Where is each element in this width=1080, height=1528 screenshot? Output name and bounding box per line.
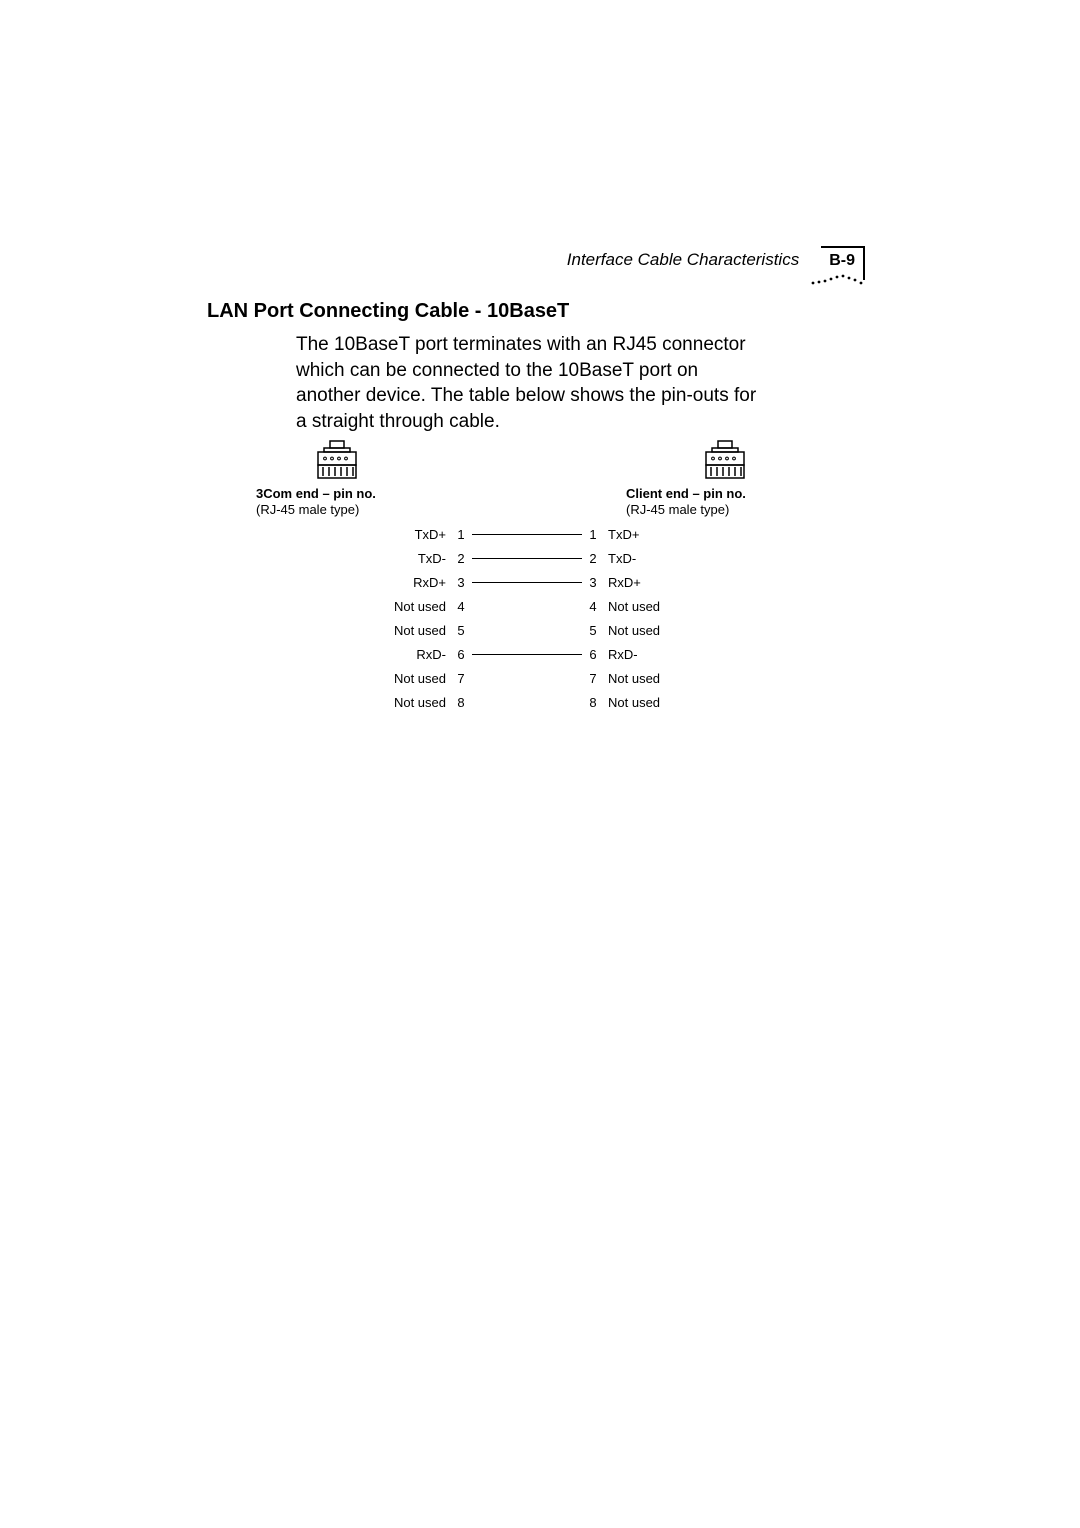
pin-num-left: 7	[454, 671, 468, 686]
pin-num-left: 4	[454, 599, 468, 614]
pin-num-right: 3	[586, 575, 600, 590]
signal-right: Not used	[600, 599, 758, 614]
pin-num-right: 5	[586, 623, 600, 638]
pin-row: RxD-66RxD-	[296, 647, 766, 661]
dots-ornament-icon	[809, 272, 865, 286]
left-column-header: 3Com end – pin no. (RJ-45 male type)	[256, 486, 426, 517]
pin-row: Not used77Not used	[296, 671, 766, 685]
signal-left: Not used	[296, 599, 454, 614]
rj45-connector-right-icon	[698, 440, 752, 480]
pin-row: TxD+11TxD+	[296, 527, 766, 541]
pin-num-left: 5	[454, 623, 468, 638]
left-header-bold: 3Com end – pin no.	[256, 486, 376, 501]
signal-left: RxD+	[296, 575, 454, 590]
signal-left: RxD-	[296, 647, 454, 662]
page: Interface Cable Characteristics B-9 LAN …	[0, 0, 1080, 1528]
signal-right: TxD+	[600, 527, 758, 542]
wire-line-icon	[472, 534, 582, 535]
pin-row: RxD+33RxD+	[296, 575, 766, 589]
pin-num-left: 3	[454, 575, 468, 590]
section-heading: LAN Port Connecting Cable - 10BaseT	[207, 300, 569, 323]
signal-right: RxD-	[600, 647, 758, 662]
right-header-bold: Client end – pin no.	[626, 486, 746, 501]
signal-right: Not used	[600, 671, 758, 686]
pin-row: Not used88Not used	[296, 695, 766, 709]
pinout-diagram: 3Com end – pin no. (RJ-45 male type) Cli…	[296, 440, 766, 709]
page-number: B-9	[829, 252, 855, 269]
signal-left: TxD-	[296, 551, 454, 566]
wire-gap	[472, 606, 582, 607]
wire-gap	[472, 702, 582, 703]
column-headers: 3Com end – pin no. (RJ-45 male type) Cli…	[296, 486, 766, 517]
pin-num-right: 2	[586, 551, 600, 566]
signal-left: Not used	[296, 623, 454, 638]
pin-num-right: 4	[586, 599, 600, 614]
signal-left: Not used	[296, 671, 454, 686]
signal-left: TxD+	[296, 527, 454, 542]
connector-row	[296, 440, 766, 486]
pin-num-left: 6	[454, 647, 468, 662]
pin-row: Not used55Not used	[296, 623, 766, 637]
pin-rows: TxD+11TxD+TxD-22TxD-RxD+33RxD+Not used44…	[296, 527, 766, 709]
pin-num-right: 8	[586, 695, 600, 710]
pin-num-right: 1	[586, 527, 600, 542]
signal-right: Not used	[600, 623, 758, 638]
pin-num-left: 8	[454, 695, 468, 710]
signal-left: Not used	[296, 695, 454, 710]
signal-right: RxD+	[600, 575, 758, 590]
pin-row: Not used44Not used	[296, 599, 766, 613]
pin-num-right: 6	[586, 647, 600, 662]
pin-num-left: 2	[454, 551, 468, 566]
pin-num-left: 1	[454, 527, 468, 542]
wire-gap	[472, 678, 582, 679]
right-header-sub: (RJ-45 male type)	[626, 502, 729, 517]
signal-right: Not used	[600, 695, 758, 710]
running-title: Interface Cable Characteristics	[567, 246, 799, 270]
pin-num-right: 7	[586, 671, 600, 686]
wire-line-icon	[472, 654, 582, 655]
section-body: The 10BaseT port terminates with an RJ45…	[296, 332, 766, 435]
wire-line-icon	[472, 558, 582, 559]
right-column-header: Client end – pin no. (RJ-45 male type)	[626, 486, 796, 517]
pin-row: TxD-22TxD-	[296, 551, 766, 565]
rj45-connector-left-icon	[310, 440, 364, 480]
signal-right: TxD-	[600, 551, 758, 566]
left-header-sub: (RJ-45 male type)	[256, 502, 359, 517]
wire-gap	[472, 630, 582, 631]
wire-line-icon	[472, 582, 582, 583]
